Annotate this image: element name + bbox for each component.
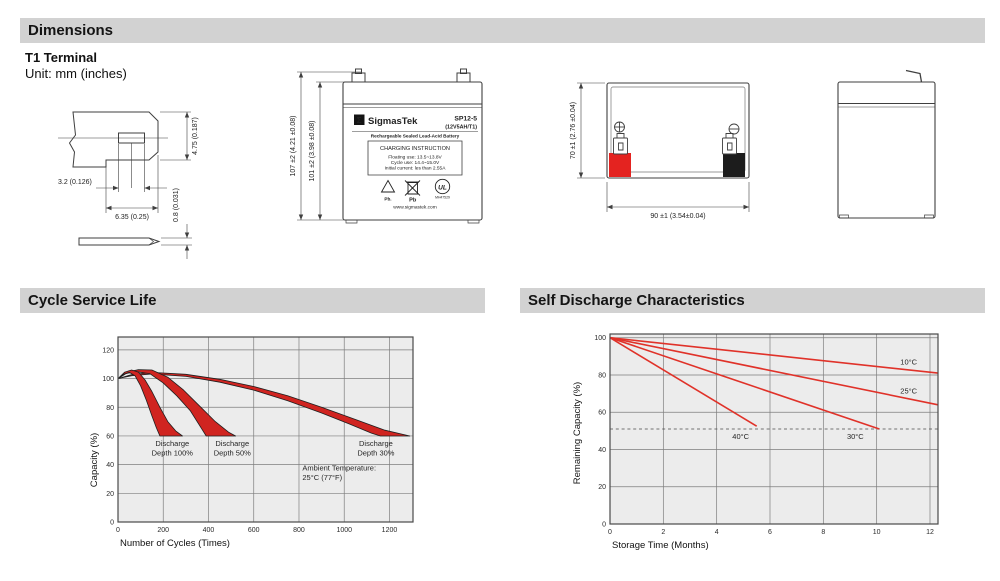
series-line [609,336,939,374]
chart-annotation: Discharge Depth 50% [214,439,251,458]
charging-line-3: Initial current: les than 2.55A [385,166,447,172]
x-tick-label: 4 [715,529,719,536]
y-axis-label: Remaining Capacity (%) [572,382,583,484]
x-tick-label: 0 [608,529,612,536]
dim-slot-width: 3.2 (0.126) [58,179,92,186]
chart-annotation: Discharge Depth 30% [357,439,394,458]
battery-front-view-drawing: 107 ±2 (4.21 ±0.08) 101 ±2 (3.98 ±0.08) … [290,58,500,233]
crossed-bin-icon [405,181,420,196]
unit-note: Unit: mm (inches) [25,66,127,81]
battery-terminals [352,69,470,82]
x-tick-label: 1000 [336,527,352,534]
y-tick-label: 60 [106,433,114,440]
y-tick-label: 0 [602,522,606,529]
dim-width: 90 ±1 (3.54±0.04) [650,213,705,220]
y-tick-label: 120 [102,347,114,354]
terminal-plate-side-view [79,238,159,245]
brand-logo [354,114,365,125]
dim-depth: 70 ±1 (2.76 ±0.04) [570,102,577,159]
charging-line-2: Cycle use: 14.4~15.0V [391,160,440,166]
brand-logo-glyph: Σ [357,116,362,125]
negative-terminal-block [723,153,745,177]
y-tick-label: 80 [106,405,114,412]
dim-total-height: 107 ±2 (4.21 ±0.08) [290,115,297,176]
y-tick-label: 100 [594,335,606,342]
chart-annotation: Ambient Temperature: 25°C (77°F) [302,463,376,482]
charging-title: CHARGING INSTRUCTION [380,146,450,152]
section-title: Cycle Service Life [28,292,157,309]
x-axis-label: Number of Cycles (Times) [120,538,230,549]
cycle-service-life-chart: 0 200 400 600 800 1000 1200 0 20 40 60 80 100 120 Disc… [89,336,414,549]
pb-caption-2: Pb [409,198,417,204]
x-tick-label: 8 [821,529,825,536]
y-tick-label: 0 [110,520,114,527]
brand-name: SigmasTek [368,116,418,127]
x-tick-label: 200 [157,527,169,534]
x-tick-label: 800 [293,527,305,534]
y-axis-label: Capacity (%) [89,433,100,487]
series-line [609,336,939,406]
model-number: SP12-5 [454,116,477,123]
ul-mark-icon [435,179,449,193]
self-discharge-chart: 0 2 4 6 8 10 12 0 20 40 60 80 100 10°C 25°C 30°C 40°C Sto… [572,333,939,551]
y-tick-label: 20 [598,484,606,491]
discharge-band [117,369,236,437]
section-title: Self Discharge Characteristics [528,292,745,309]
chart-annotation: Discharge Depth 100% [152,439,194,458]
dim-tab-width: 6.35 (0.25) [115,214,149,221]
plot-border [609,333,939,525]
y-tick-label: 20 [106,491,114,498]
side-terminal-tab [906,71,922,83]
dim-case-height: 101 ±2 (3.98 ±0.08) [309,120,316,181]
series-label: 25°C [900,387,917,396]
positive-terminal-block [609,153,631,177]
x-tick-label: 0 [116,527,120,534]
y-tick-label: 100 [102,376,114,383]
y-tick-label: 40 [106,462,114,469]
recycle-pb-icon [382,181,395,193]
y-tick-label: 80 [598,372,606,379]
label-subtitle: Rechargeable Sealed Lead-Acid Battery [371,134,460,139]
dimension-arrowheads [106,112,190,251]
battery-side-view-drawing [825,58,970,233]
x-axis-label: Storage Time (Months) [612,540,709,551]
x-tick-label: 12 [926,529,934,536]
x-tick-label: 1200 [382,527,398,534]
x-tick-label: 600 [248,527,260,534]
y-tick-label: 60 [598,410,606,417]
series-label: 10°C [900,358,917,367]
x-tick-label: 400 [203,527,215,534]
x-tick-label: 2 [661,529,665,536]
y-tick-label: 40 [598,447,606,454]
dim-thickness: 0.8 (0.031) [173,188,180,222]
charging-instruction-box [368,141,462,175]
section-header-dimensions: Dimensions [20,18,985,43]
series-label: 30°C [847,432,864,441]
model-spec: (12V5AH/T1) [445,125,477,131]
plot-border [117,336,414,523]
terminal-detail-drawing: 3.2 (0.126) 6.35 (0.25) 4.75 (0.187) 0.8… [58,88,199,253]
ul-file-number: MH47529 [435,196,450,200]
series-label: 40°C [732,432,749,441]
website-text: www.sigmastek.com [393,205,436,211]
x-tick-label: 10 [873,529,881,536]
dim-tab-height: 4.75 (0.187) [192,117,199,155]
section-title: Dimensions [28,22,114,39]
positive-polarity-symbol [615,122,625,132]
charging-line-1: Floating use: 13.5~13.8V [388,155,442,161]
negative-polarity-symbol [729,124,739,134]
discharge-band [117,369,183,437]
series-line [609,336,880,430]
battery-top-view-drawing: 70 ±1 (2.76 ±0.04) 90 ±1 (3.54±0.04) [570,70,785,220]
discharge-band [117,372,411,437]
terminal-lugs [614,134,737,155]
series-line [609,337,758,427]
section-header-cycle-life: Cycle Service Life [20,288,485,313]
terminal-type-label: T1 Terminal [25,50,98,65]
pb-caption-1: Pb. [384,197,391,202]
x-tick-label: 6 [768,529,772,536]
section-header-self-discharge: Self Discharge Characteristics [520,288,985,313]
ul-mark-text: UL [438,185,447,192]
